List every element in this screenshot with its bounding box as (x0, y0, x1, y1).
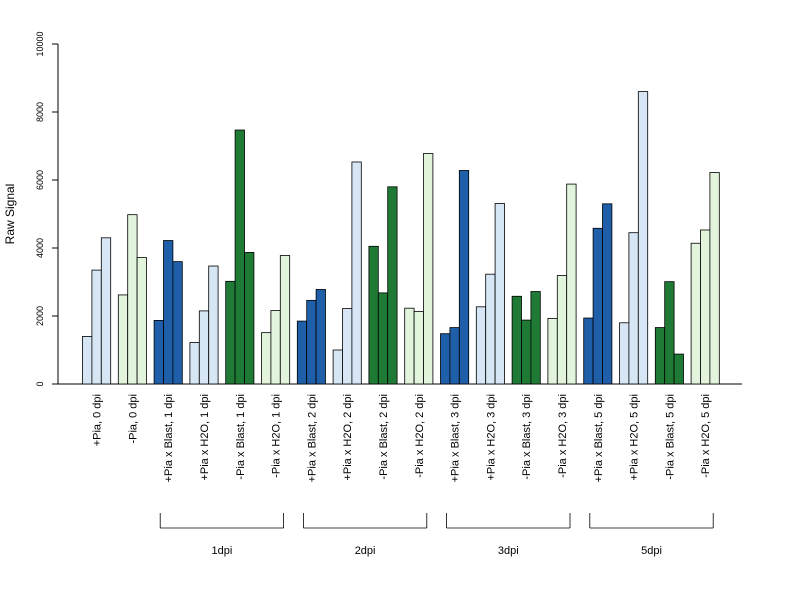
bar (163, 240, 174, 385)
bar (485, 273, 496, 385)
x-category-label: +Pia, 0 dpi (92, 394, 104, 446)
bar (628, 232, 639, 385)
bars (82, 91, 720, 385)
bar (296, 320, 308, 385)
bar (387, 186, 398, 385)
bar (673, 353, 684, 385)
bar (377, 292, 389, 385)
x-category-label: -Pia x H2O, 5 dpi (700, 394, 712, 478)
bar (440, 333, 451, 385)
y-tick-label: 4000 (35, 238, 45, 258)
bar (261, 332, 272, 385)
x-category-label: -Pia x Blast, 2 dpi (378, 394, 390, 480)
group-label: 2dpi (355, 545, 376, 557)
x-category-label: +Pia x Blast, 5 dpi (593, 394, 605, 482)
x-category-label: +Pia x Blast, 1 dpi (163, 394, 175, 482)
y-tick-label: 8000 (35, 102, 45, 122)
x-category-label: -Pia x H2O, 1 dpi (271, 394, 283, 478)
y-tick-label: 10000 (35, 31, 45, 56)
bar (306, 299, 317, 385)
bar (244, 252, 255, 385)
bar (709, 172, 720, 385)
bar (342, 308, 353, 385)
bar (458, 170, 470, 385)
bar (583, 317, 594, 385)
bar (556, 275, 568, 385)
time-groups: 1dpi 2dpi 3dpi 5dpi (159, 513, 714, 557)
x-axis-labels: +Pia, 0 dpi -Pia, 0 dpi +Pia x Blast, 1 dp… (92, 394, 713, 482)
bar (198, 310, 210, 385)
bar (270, 310, 281, 385)
x-category-label: -Pia x H2O, 2 dpi (414, 394, 426, 478)
bar (172, 261, 183, 385)
bar (449, 327, 460, 385)
bar (413, 311, 424, 385)
bar (315, 289, 326, 385)
bar (351, 161, 362, 385)
x-category-label: -Pia x Blast, 3 dpi (521, 394, 533, 480)
bar (91, 269, 102, 385)
bar (690, 242, 701, 385)
bar (208, 265, 219, 385)
bar (637, 91, 649, 385)
bar (423, 153, 434, 385)
x-category-label: -Pia x Blast, 5 dpi (664, 394, 676, 480)
y-axis-ticks: 0 2000 4000 6000 8000 10000 (35, 31, 58, 387)
bar (279, 255, 291, 385)
bar (619, 322, 630, 385)
x-category-label: -Pia, 0 dpi (127, 394, 139, 444)
bar (368, 245, 379, 385)
bar (136, 257, 147, 385)
x-category-label: +Pia x Blast, 2 dpi (306, 394, 318, 482)
x-category-label: +Pia x H2O, 2 dpi (342, 394, 354, 481)
bar (664, 281, 675, 385)
bar (547, 317, 558, 385)
bar (511, 295, 522, 385)
group-label: 1dpi (212, 545, 233, 557)
bar (530, 291, 541, 385)
x-category-label: -Pia x Blast, 1 dpi (235, 394, 247, 480)
bar (225, 280, 236, 385)
bar (234, 129, 245, 385)
bar (117, 294, 129, 385)
x-category-label: +Pia x H2O, 1 dpi (199, 394, 211, 481)
x-category-label: +Pia x H2O, 5 dpi (629, 394, 641, 481)
x-category-label: +Pia x H2O, 3 dpi (485, 394, 497, 481)
bar (404, 307, 415, 385)
group-label: 3dpi (498, 545, 519, 557)
bar (189, 342, 200, 385)
bar (494, 203, 505, 385)
bar (153, 320, 164, 385)
y-tick-label: 0 (35, 381, 45, 386)
bar (475, 306, 487, 385)
bar (127, 214, 138, 385)
bar (100, 237, 112, 385)
bar (521, 319, 532, 385)
y-axis-label: Raw Signal (3, 184, 17, 245)
y-tick-label: 6000 (35, 170, 45, 190)
bar (566, 183, 577, 385)
bar (700, 229, 711, 385)
bar (602, 203, 613, 385)
x-category-label: +Pia x Blast, 3 dpi (450, 394, 462, 482)
bar (332, 349, 343, 385)
group-label: 5dpi (641, 545, 662, 557)
bar (654, 327, 666, 385)
bar (82, 335, 93, 385)
x-category-label: -Pia x H2O, 3 dpi (557, 394, 569, 478)
y-tick-label: 2000 (35, 306, 45, 326)
bar (592, 227, 603, 385)
